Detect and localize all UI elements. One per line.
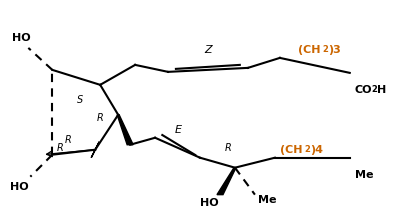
Text: (CH: (CH: [298, 45, 320, 55]
Text: HO: HO: [200, 198, 219, 208]
Text: R: R: [65, 135, 72, 145]
Text: HO: HO: [13, 33, 31, 43]
Polygon shape: [117, 115, 133, 145]
Polygon shape: [91, 142, 99, 158]
Text: E: E: [175, 125, 181, 135]
Text: Z: Z: [204, 45, 212, 55]
Text: (CH: (CH: [280, 145, 302, 155]
Text: H: H: [377, 85, 386, 95]
Text: 2: 2: [372, 85, 377, 94]
Text: R: R: [57, 143, 64, 153]
Text: 2: 2: [305, 145, 311, 154]
Text: HO: HO: [10, 182, 29, 192]
Text: 2: 2: [323, 45, 329, 54]
Text: CO: CO: [355, 85, 372, 95]
Text: )3: )3: [328, 45, 341, 55]
Text: R: R: [225, 143, 231, 153]
Text: S: S: [77, 95, 83, 105]
Text: R: R: [97, 113, 103, 123]
Text: Me: Me: [355, 170, 373, 180]
Polygon shape: [217, 168, 236, 195]
Text: Me: Me: [258, 195, 276, 205]
Text: )4: )4: [310, 145, 323, 155]
